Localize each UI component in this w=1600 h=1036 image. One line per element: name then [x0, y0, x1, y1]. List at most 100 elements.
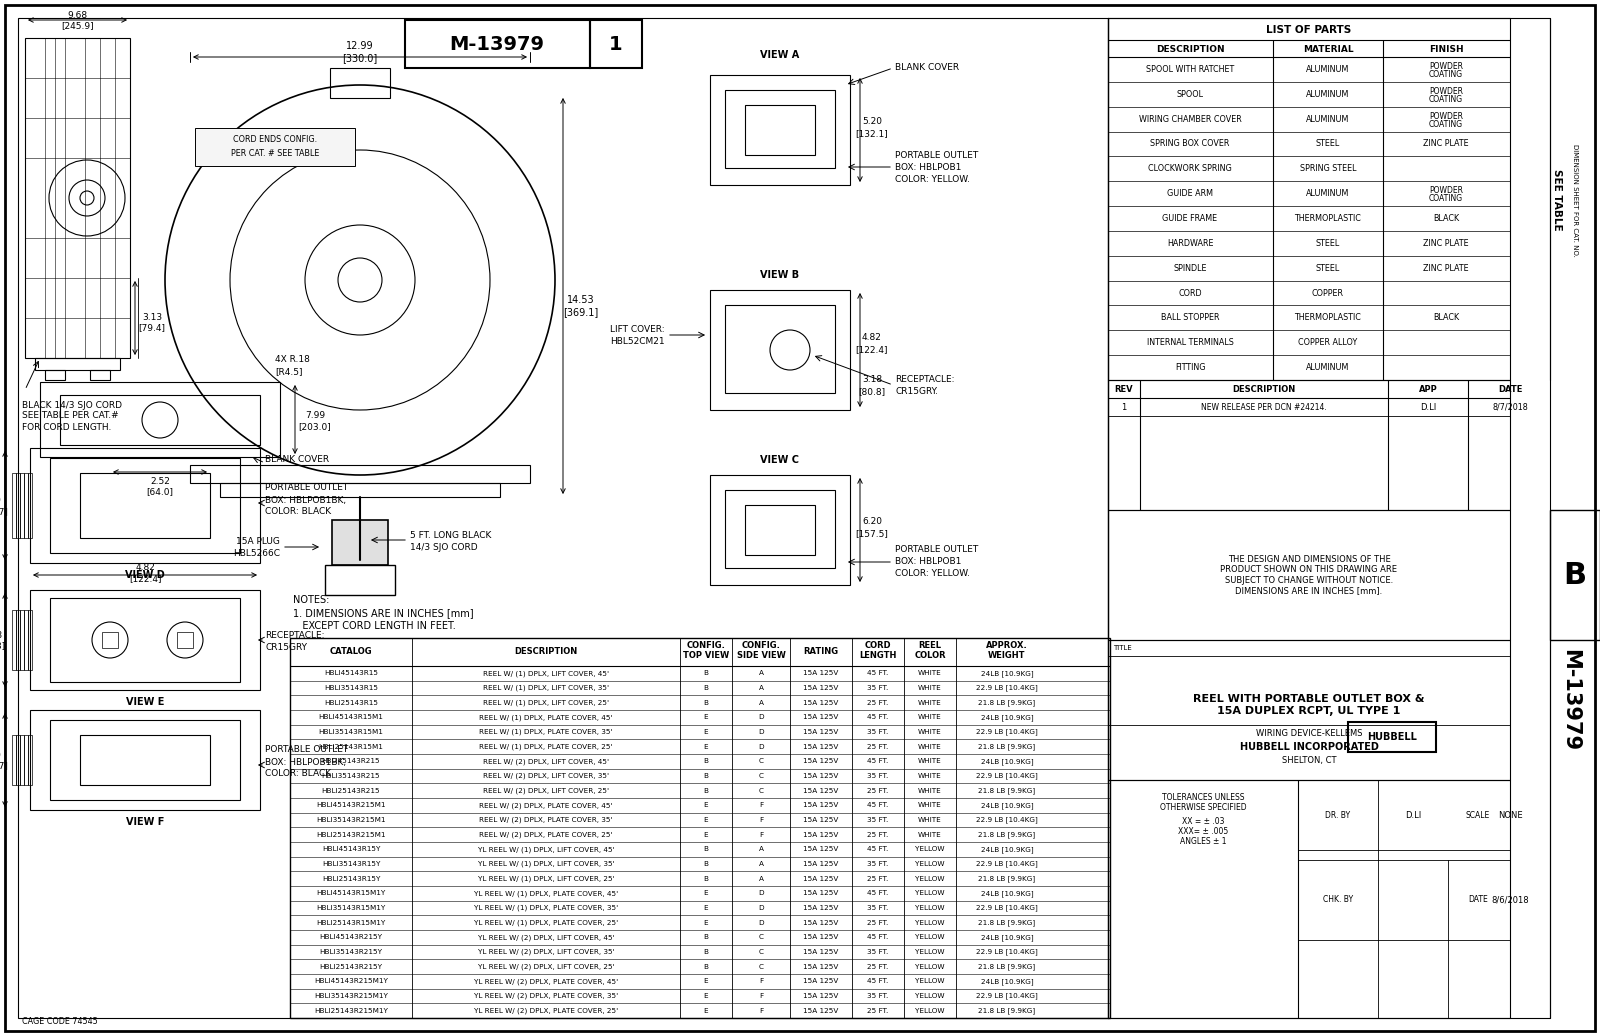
Text: HBLI25143R215: HBLI25143R215 — [322, 787, 381, 794]
Text: HBLI45143R215M1Y: HBLI45143R215M1Y — [314, 978, 387, 984]
Text: 35 FT.: 35 FT. — [867, 773, 888, 779]
Text: 45 FT.: 45 FT. — [867, 670, 888, 677]
Text: WHITE: WHITE — [918, 802, 942, 808]
Text: YL REEL W/ (1) DPLX, PLATE COVER, 45': YL REEL W/ (1) DPLX, PLATE COVER, 45' — [474, 890, 618, 896]
Text: 4.82: 4.82 — [862, 334, 882, 343]
Text: HBLI45143R15: HBLI45143R15 — [323, 670, 378, 677]
Text: 45 FT.: 45 FT. — [867, 890, 888, 896]
Bar — [16, 473, 19, 538]
Text: HBL52CM21: HBL52CM21 — [610, 338, 666, 346]
Text: F: F — [758, 1008, 763, 1013]
Text: SPRING STEEL: SPRING STEEL — [1299, 165, 1357, 173]
Text: M-13979: M-13979 — [1560, 649, 1581, 751]
Text: 15A 125V: 15A 125V — [803, 875, 838, 882]
Text: HBLI45143R215Y: HBLI45143R215Y — [320, 934, 382, 941]
Text: 45 FT.: 45 FT. — [867, 715, 888, 720]
Text: LENGTH: LENGTH — [859, 652, 896, 661]
Text: 25 FT.: 25 FT. — [867, 1008, 888, 1013]
Bar — [19, 610, 24, 670]
Text: REEL W/ (1) DPLX, PLATE COVER, 45': REEL W/ (1) DPLX, PLATE COVER, 45' — [478, 714, 613, 721]
Text: F: F — [758, 817, 763, 823]
Text: HBL5266C: HBL5266C — [234, 549, 280, 558]
Bar — [13, 473, 16, 538]
Text: DATE: DATE — [1469, 895, 1488, 904]
Text: RECEPTACLE:: RECEPTACLE: — [266, 631, 325, 639]
Text: YL REEL W/ (2) DPLX, LIFT COVER, 25': YL REEL W/ (2) DPLX, LIFT COVER, 25' — [478, 963, 614, 970]
Text: B: B — [704, 758, 709, 765]
Bar — [405, 20, 590, 68]
Text: 4X R.18: 4X R.18 — [275, 355, 310, 365]
Text: 15A 125V: 15A 125V — [803, 992, 838, 999]
Text: 14.53: 14.53 — [566, 295, 595, 305]
Bar — [13, 735, 16, 785]
Text: 22.9 LB [10.4KG]: 22.9 LB [10.4KG] — [976, 816, 1038, 824]
Text: COATING: COATING — [1429, 94, 1462, 104]
Text: FOR CORD LENGTH.: FOR CORD LENGTH. — [22, 423, 112, 432]
Bar — [1347, 722, 1437, 752]
Text: 15A 125V: 15A 125V — [803, 949, 838, 955]
Text: WHITE: WHITE — [918, 715, 942, 720]
Text: COATING: COATING — [1429, 194, 1462, 203]
Text: DR. BY: DR. BY — [1325, 810, 1350, 819]
Bar — [1107, 380, 1510, 510]
Text: 25 FT.: 25 FT. — [867, 963, 888, 970]
Text: HBLI35143R215M1Y: HBLI35143R215M1Y — [314, 992, 387, 999]
Text: HBLI35143R15Y: HBLI35143R15Y — [322, 861, 381, 867]
Bar — [26, 38, 130, 358]
Bar — [29, 610, 32, 670]
Text: E: E — [704, 890, 709, 896]
Text: B: B — [1563, 560, 1587, 589]
Text: FITTING: FITTING — [1174, 363, 1205, 372]
Text: 24LB [10.9KG]: 24LB [10.9KG] — [981, 714, 1034, 721]
Text: [122.4]: [122.4] — [128, 575, 162, 583]
Text: A: A — [758, 670, 763, 677]
Text: B: B — [704, 875, 709, 882]
Text: HARDWARE: HARDWARE — [1166, 239, 1213, 248]
Text: SPOOL: SPOOL — [1176, 90, 1203, 98]
Text: 25 FT.: 25 FT. — [867, 875, 888, 882]
Text: YELLOW: YELLOW — [915, 934, 944, 941]
Text: 25 FT.: 25 FT. — [867, 920, 888, 926]
Text: B: B — [704, 685, 709, 691]
Text: 3.18: 3.18 — [862, 375, 882, 384]
Text: 25 FT.: 25 FT. — [867, 699, 888, 706]
Text: NEW RELEASE PER DCN #24214.: NEW RELEASE PER DCN #24214. — [1202, 403, 1326, 411]
Text: EXCEPT CORD LENGTH IN FEET.: EXCEPT CORD LENGTH IN FEET. — [293, 621, 456, 631]
Bar — [90, 370, 110, 380]
Text: 15A 125V: 15A 125V — [803, 934, 838, 941]
Text: BOX: HBLPOB1BK,: BOX: HBLPOB1BK, — [266, 757, 346, 767]
Text: 15A 125V: 15A 125V — [803, 846, 838, 853]
Text: YL REEL W/ (2) DPLX, LIFT COVER, 45': YL REEL W/ (2) DPLX, LIFT COVER, 45' — [478, 934, 614, 941]
Text: [330.0]: [330.0] — [342, 53, 378, 63]
Text: YL REEL W/ (2) DPLX, PLATE COVER, 25': YL REEL W/ (2) DPLX, PLATE COVER, 25' — [474, 1007, 618, 1014]
Text: YELLOW: YELLOW — [915, 963, 944, 970]
Text: VIEW E: VIEW E — [126, 697, 165, 707]
Text: 15A 125V: 15A 125V — [803, 699, 838, 706]
Text: HBLI25143R215M1Y: HBLI25143R215M1Y — [314, 1008, 387, 1013]
Text: SCALE: SCALE — [1466, 810, 1490, 819]
Bar — [30, 448, 259, 563]
Bar — [50, 720, 240, 800]
Text: B: B — [704, 949, 709, 955]
Text: STEEL: STEEL — [1315, 264, 1341, 272]
Text: F: F — [758, 832, 763, 838]
Bar — [725, 90, 835, 168]
Text: INTERNAL TERMINALS: INTERNAL TERMINALS — [1147, 338, 1234, 347]
Text: CLOCKWORK SPRING: CLOCKWORK SPRING — [1149, 165, 1232, 173]
Text: F: F — [758, 978, 763, 984]
Text: C: C — [758, 963, 763, 970]
Text: WHITE: WHITE — [918, 729, 942, 735]
Text: 15A 125V: 15A 125V — [803, 773, 838, 779]
Text: F: F — [758, 802, 763, 808]
Text: C: C — [758, 934, 763, 941]
Text: VIEW F: VIEW F — [126, 817, 165, 827]
Text: M-13979: M-13979 — [450, 34, 544, 54]
Text: REV: REV — [1115, 384, 1133, 394]
Text: SPINDLE: SPINDLE — [1173, 264, 1206, 272]
Bar — [19, 735, 24, 785]
Text: STEEL: STEEL — [1315, 239, 1341, 248]
Text: E: E — [704, 729, 709, 735]
Text: B: B — [704, 861, 709, 867]
Text: POWDER: POWDER — [1429, 112, 1462, 120]
Bar — [325, 565, 395, 595]
